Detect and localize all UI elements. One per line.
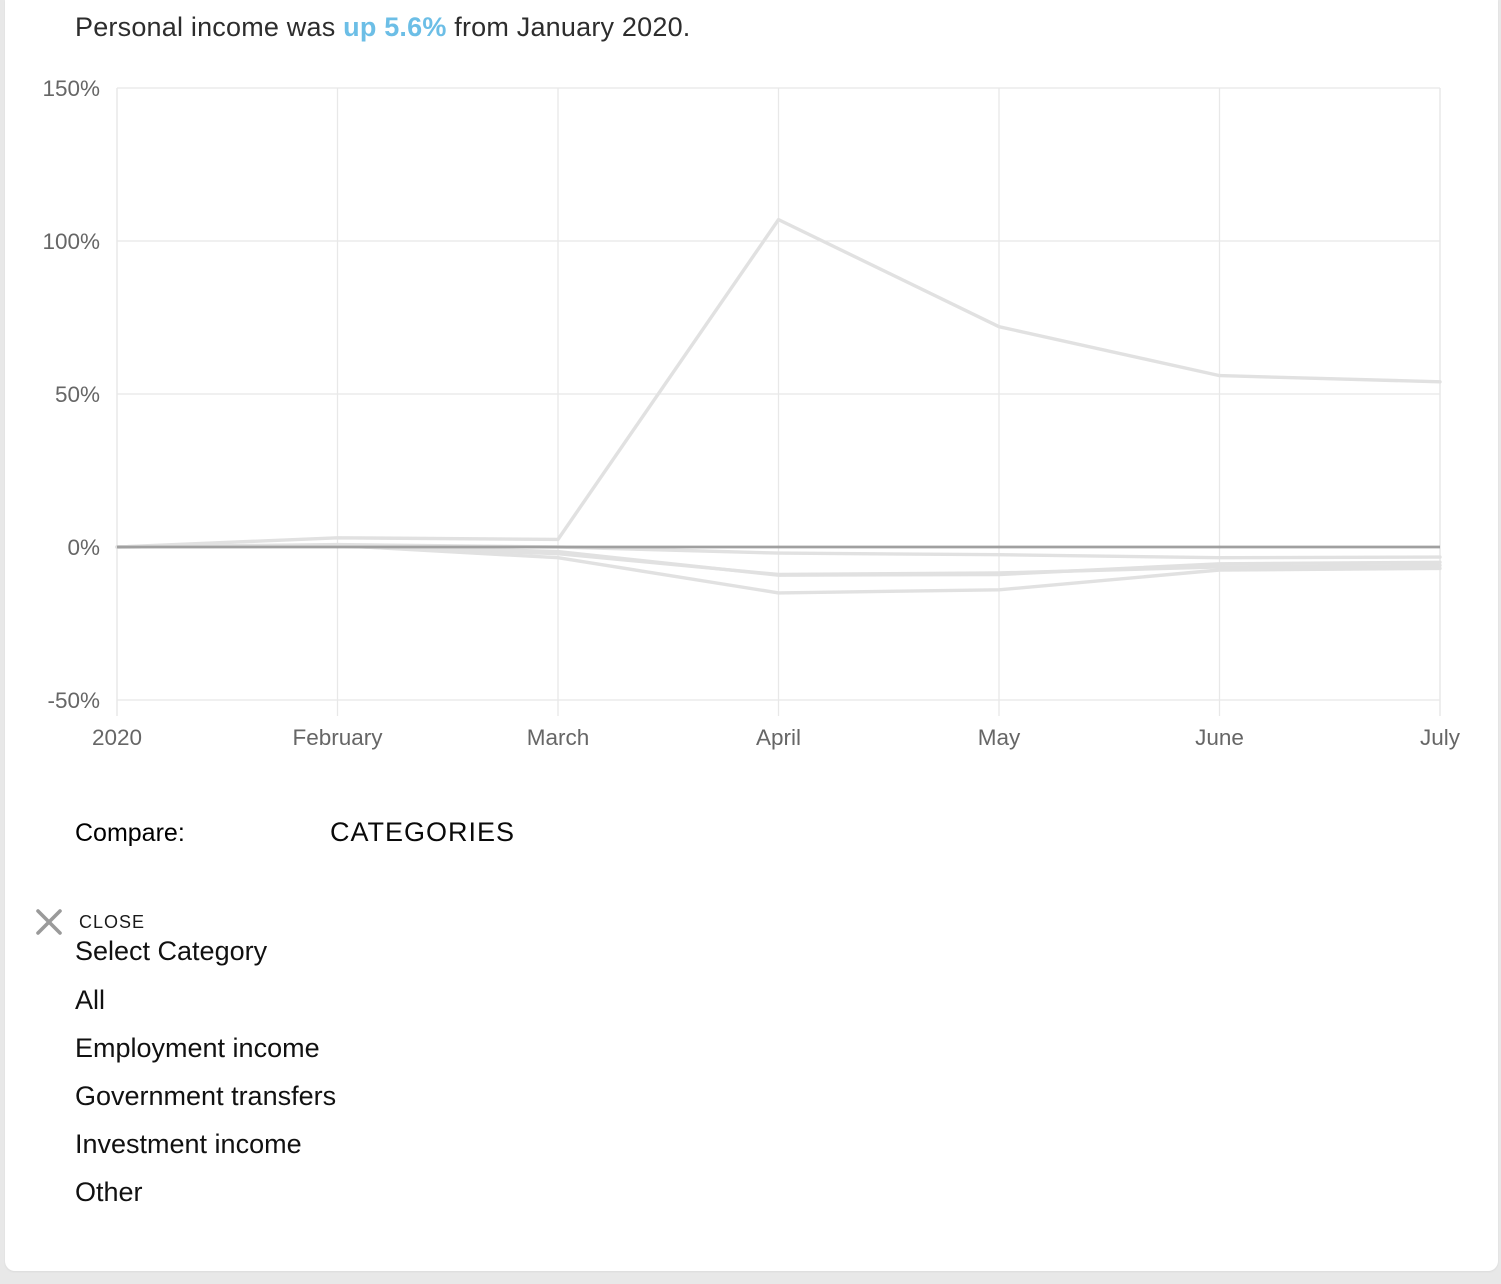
category-option-investment-income[interactable]: Investment income — [75, 1129, 302, 1159]
x-tick-april: April — [756, 725, 801, 750]
x-axis-labels: 2020 February March April May June July — [92, 725, 1461, 750]
series-line-government-transfers — [115, 217, 1442, 549]
y-tick-150: 150% — [42, 76, 100, 101]
y-tick-0: 0% — [67, 535, 100, 560]
series-line-all — [115, 542, 1442, 560]
category-option-other[interactable]: Other — [75, 1177, 143, 1207]
category-option-government-transfers[interactable]: Government transfers — [75, 1081, 337, 1111]
category-option-employment-income[interactable]: Employment income — [75, 1033, 320, 1063]
close-button-label: CLOSE — [79, 911, 146, 932]
title-suffix: from January 2020. — [446, 12, 691, 42]
chart-grid — [116, 87, 1441, 716]
y-axis-labels: 150% 100% 50% 0% -50% — [42, 76, 100, 713]
content-card: Personal income was up 5.6% from January… — [5, 0, 1498, 1271]
title-highlight: up 5.6% — [343, 12, 447, 42]
y-tick-neg50: -50% — [47, 688, 100, 713]
title-prefix: Personal income was — [75, 12, 344, 42]
x-tick-march: March — [527, 725, 590, 750]
y-tick-100: 100% — [42, 229, 100, 254]
x-tick-february: February — [292, 725, 383, 750]
x-tick-july: July — [1420, 725, 1461, 750]
x-tick-2020: 2020 — [92, 725, 142, 750]
page-title: Personal income was up 5.6% from January… — [75, 12, 691, 43]
x-tick-june: June — [1195, 725, 1244, 750]
compare-mode-categories[interactable]: CATEGORIES — [330, 817, 516, 847]
y-tick-50: 50% — [55, 382, 100, 407]
chart-series — [115, 217, 1442, 595]
line-chart: 150% 100% 50% 0% -50% 2020 February Marc… — [5, 0, 1501, 775]
category-option-all[interactable]: All — [75, 985, 106, 1015]
close-icon — [36, 909, 62, 935]
select-category-heading: Select Category — [75, 936, 268, 966]
compare-label: Compare: — [75, 819, 185, 847]
close-button[interactable]: CLOSE — [33, 903, 145, 941]
x-tick-may: May — [978, 725, 1021, 750]
